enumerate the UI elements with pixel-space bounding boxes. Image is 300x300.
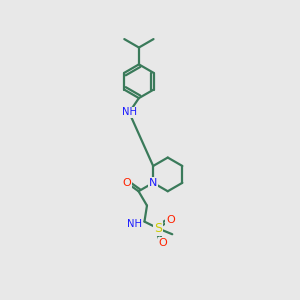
Text: N: N [149,178,157,188]
Text: O: O [122,178,131,188]
Text: NH: NH [127,219,142,229]
Text: O: O [159,238,167,248]
Text: S: S [154,222,162,235]
Text: NH: NH [122,107,137,117]
Text: O: O [166,215,175,225]
